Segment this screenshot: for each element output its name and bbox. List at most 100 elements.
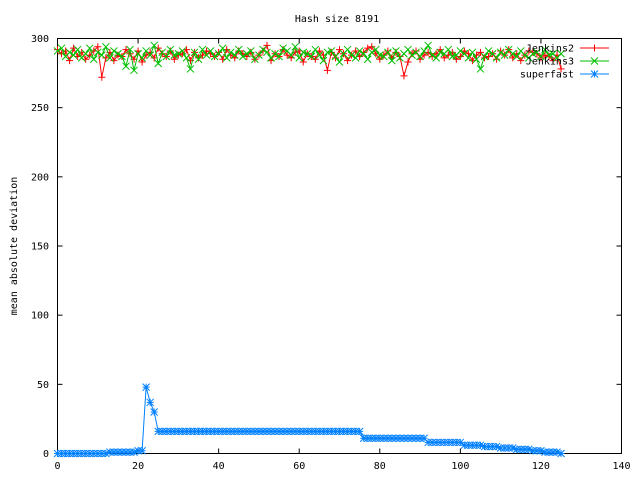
data-point <box>234 427 243 436</box>
data-point <box>303 427 312 436</box>
data-point <box>408 51 416 59</box>
data-point <box>81 449 90 458</box>
data-point <box>379 434 388 443</box>
data-point <box>488 442 497 451</box>
data-point <box>255 51 263 59</box>
data-point <box>307 52 316 61</box>
data-point <box>371 434 380 443</box>
data-point <box>424 438 432 447</box>
chart-title: Hash size 8191 <box>295 14 379 25</box>
data-point <box>557 49 565 58</box>
data-point <box>375 51 384 59</box>
data-point <box>420 47 428 55</box>
data-point <box>327 48 335 56</box>
data-point <box>271 427 279 436</box>
data-point <box>130 448 138 456</box>
data-point <box>545 448 553 456</box>
y-tick-label: 100 <box>31 311 49 322</box>
data-point <box>367 434 376 443</box>
data-point <box>472 441 481 450</box>
series-jenkins2 <box>54 41 565 81</box>
data-point <box>65 449 74 458</box>
data-point <box>500 444 509 452</box>
data-point <box>94 43 102 51</box>
data-point <box>295 427 304 436</box>
data-point <box>146 51 155 59</box>
series-line <box>57 44 562 78</box>
data-point <box>311 55 319 63</box>
data-point <box>98 73 106 81</box>
data-point <box>375 434 384 443</box>
data-point <box>69 449 78 458</box>
data-point <box>206 47 215 55</box>
data-point <box>456 438 465 447</box>
data-point <box>432 54 441 62</box>
data-point <box>424 41 432 50</box>
data-point <box>533 446 541 455</box>
data-point <box>138 58 146 66</box>
data-point <box>202 427 211 436</box>
data-point <box>404 58 412 66</box>
data-point <box>436 438 445 447</box>
data-point <box>242 49 251 58</box>
legend-label: Jenkins3 <box>526 57 574 68</box>
data-point <box>344 57 352 65</box>
data-point <box>122 62 130 71</box>
data-point <box>194 427 203 436</box>
data-point <box>210 427 219 436</box>
data-point <box>517 57 525 65</box>
data-point <box>259 45 267 54</box>
data-point <box>214 49 223 58</box>
data-point <box>420 434 428 443</box>
data-point <box>529 446 537 455</box>
data-point <box>412 47 420 55</box>
data-point <box>154 59 163 68</box>
data-point <box>162 427 171 436</box>
data-point <box>251 427 259 436</box>
data-point <box>283 51 291 59</box>
data-point <box>541 45 549 54</box>
data-point <box>508 444 517 452</box>
data-point <box>234 45 243 54</box>
data-point <box>85 44 94 53</box>
legend-label: superfast <box>520 70 574 81</box>
data-point <box>226 427 235 436</box>
data-point <box>396 52 404 60</box>
legend-marker <box>590 57 599 65</box>
data-point <box>428 51 437 59</box>
data-point <box>283 427 291 436</box>
data-point <box>364 44 372 52</box>
data-point <box>303 49 312 58</box>
data-point <box>214 427 223 436</box>
data-point <box>452 55 460 63</box>
data-point <box>323 427 332 436</box>
data-point <box>533 50 541 58</box>
data-point <box>508 49 517 58</box>
x-tick-label: 20 <box>132 461 144 472</box>
x-tick-label: 100 <box>451 461 469 472</box>
data-point <box>351 427 360 436</box>
data-point <box>146 398 155 407</box>
data-point <box>331 54 339 62</box>
data-point <box>537 446 545 455</box>
data-point <box>215 48 223 56</box>
data-point <box>154 44 162 52</box>
data-point <box>343 427 352 436</box>
data-point <box>65 48 74 57</box>
y-tick-label: 250 <box>31 103 49 114</box>
data-point <box>436 48 445 57</box>
data-point <box>440 438 449 447</box>
data-point <box>222 54 231 62</box>
data-point <box>279 427 287 436</box>
data-point <box>359 434 368 443</box>
data-point <box>230 51 239 59</box>
data-point <box>504 444 513 452</box>
data-point <box>263 48 271 57</box>
data-point <box>230 427 239 436</box>
data-point <box>496 444 505 452</box>
data-point <box>106 54 114 62</box>
data-point <box>299 427 308 436</box>
data-point <box>247 427 255 436</box>
data-point <box>549 448 557 456</box>
data-point <box>110 448 118 456</box>
